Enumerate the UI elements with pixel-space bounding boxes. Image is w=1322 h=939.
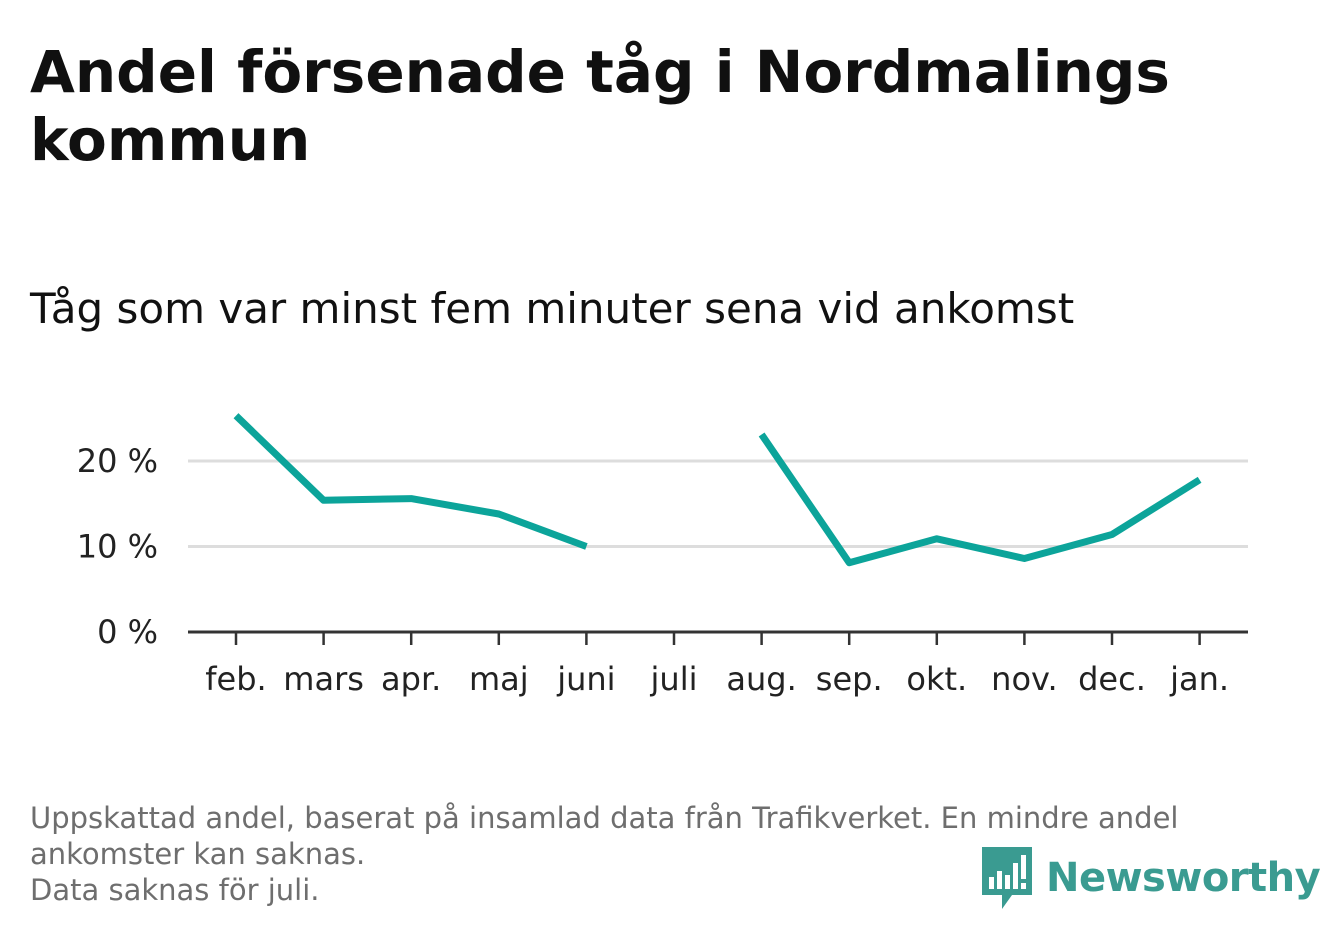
chart-subtitle: Tåg som var minst fem minuter sena vid a…: [30, 284, 1075, 333]
x-tick-label: apr.: [381, 660, 441, 698]
x-tick-label: sep.: [816, 660, 883, 698]
footnote-line: Uppskattad andel, baserat på insamlad da…: [30, 801, 1179, 835]
x-tick-label: jan.: [1169, 660, 1229, 698]
x-tick-label: feb.: [205, 660, 266, 698]
y-tick-label: 10 %: [77, 528, 158, 566]
footnote: Uppskattad andel, baserat på insamlad da…: [30, 800, 1290, 908]
footnote-line: Data saknas för juli.: [30, 873, 320, 907]
newsworthy-logo-icon: [982, 847, 1032, 909]
brand-logo[interactable]: Newsworthy: [982, 846, 1321, 910]
brand-name: Newsworthy: [1046, 855, 1321, 901]
x-tick-label: nov.: [991, 660, 1057, 698]
x-tick-label: mars: [283, 660, 364, 698]
series-line: [758, 432, 1202, 567]
x-tick-label: dec.: [1078, 660, 1146, 698]
x-tick-label: juni: [556, 660, 615, 698]
series-line: [233, 413, 588, 550]
footnote-line: ankomster kan saknas.: [30, 837, 366, 871]
x-tick-label: maj: [469, 660, 529, 698]
y-tick-label: 20 %: [77, 442, 158, 480]
x-tick-label: aug.: [726, 660, 796, 698]
chart-title: Andel försenade tåg i Nordmalings kommun: [30, 38, 1170, 174]
y-tick-label: 0 %: [97, 613, 158, 651]
x-tick-label: juli: [650, 660, 698, 698]
x-tick-label: okt.: [906, 660, 967, 698]
line-chart: 0 % 10 % 20 % feb. mars apr. maj juni juli aug. se…: [77, 413, 1248, 698]
